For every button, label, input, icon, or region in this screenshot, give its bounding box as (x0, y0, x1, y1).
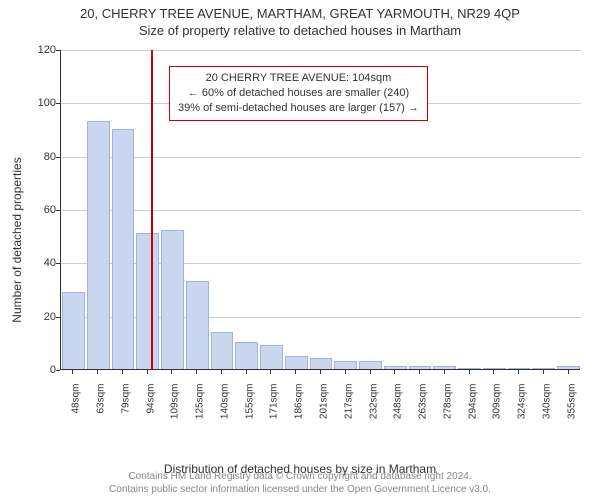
x-tick-mark (493, 370, 494, 374)
y-tick-mark (56, 370, 60, 371)
histogram-bar (359, 361, 382, 369)
annotation-line: 20 CHERRY TREE AVENUE: 104sqm (178, 71, 419, 86)
annotation-line: ← 60% of detached houses are smaller (24… (178, 86, 419, 101)
x-tick-label: 263sqm (418, 384, 429, 420)
x-tick-label: 48sqm (71, 384, 82, 414)
histogram-bar (532, 368, 555, 369)
grid-line (61, 210, 581, 211)
histogram-bar (211, 332, 234, 369)
x-tick-label: 125sqm (195, 384, 206, 420)
x-tick-label: 278sqm (442, 384, 453, 420)
x-tick-mark (171, 370, 172, 374)
histogram-bar (310, 358, 333, 369)
x-tick-label: 186sqm (294, 384, 305, 420)
chart-titles: 20, CHERRY TREE AVENUE, MARTHAM, GREAT Y… (0, 0, 600, 38)
y-axis-label: Number of detached properties (10, 157, 24, 322)
x-tick-mark (370, 370, 371, 374)
x-tick-mark (122, 370, 123, 374)
x-tick-label: 109sqm (170, 384, 181, 420)
x-tick-label: 232sqm (368, 384, 379, 420)
x-tick-mark (295, 370, 296, 374)
footer-line-1: Contains HM Land Registry data © Crown c… (0, 470, 600, 483)
x-tick-label: 155sqm (244, 384, 255, 420)
y-tick-mark (56, 263, 60, 264)
y-tick-label: 40 (6, 257, 56, 269)
x-tick-mark (147, 370, 148, 374)
x-tick-label: 201sqm (319, 384, 330, 420)
x-tick-mark (394, 370, 395, 374)
x-tick-label: 79sqm (120, 384, 131, 414)
x-tick-mark (469, 370, 470, 374)
x-tick-label: 248sqm (393, 384, 404, 420)
histogram-bar (384, 366, 407, 369)
histogram-bar (433, 366, 456, 369)
y-tick-mark (56, 317, 60, 318)
histogram-bar (260, 345, 283, 369)
y-tick-label: 20 (6, 311, 56, 323)
annotation-line: 39% of semi-detached houses are larger (… (178, 101, 419, 116)
x-tick-mark (246, 370, 247, 374)
histogram-bar (483, 368, 506, 369)
histogram-bar (87, 121, 110, 369)
x-tick-mark (419, 370, 420, 374)
y-tick-mark (56, 50, 60, 51)
y-tick-label: 100 (6, 97, 56, 109)
x-tick-label: 171sqm (269, 384, 280, 420)
x-tick-mark (221, 370, 222, 374)
histogram-bar (112, 129, 135, 369)
histogram-bar (285, 356, 308, 369)
histogram-bar (508, 368, 531, 369)
x-tick-mark (270, 370, 271, 374)
histogram-bar (62, 292, 85, 369)
x-tick-mark (444, 370, 445, 374)
x-tick-mark (72, 370, 73, 374)
title-sub: Size of property relative to detached ho… (0, 23, 600, 38)
histogram-bar (136, 233, 159, 369)
x-tick-label: 140sqm (219, 384, 230, 420)
x-tick-label: 217sqm (343, 384, 354, 420)
y-tick-label: 80 (6, 151, 56, 163)
x-tick-mark (568, 370, 569, 374)
y-tick-label: 0 (6, 364, 56, 376)
grid-line (61, 157, 581, 158)
histogram-bar (409, 366, 432, 369)
footer-attribution: Contains HM Land Registry data © Crown c… (0, 470, 600, 496)
x-tick-label: 294sqm (467, 384, 478, 420)
x-tick-label: 309sqm (492, 384, 503, 420)
plot-area: 20 CHERRY TREE AVENUE: 104sqm← 60% of de… (60, 50, 580, 370)
footer-line-2: Contains public sector information licen… (0, 483, 600, 496)
x-tick-label: 94sqm (145, 384, 156, 414)
x-tick-mark (345, 370, 346, 374)
y-tick-label: 120 (6, 44, 56, 56)
y-tick-mark (56, 103, 60, 104)
reference-line (151, 50, 153, 370)
x-tick-label: 63sqm (96, 384, 107, 414)
x-tick-label: 355sqm (566, 384, 577, 420)
x-tick-mark (97, 370, 98, 374)
x-tick-mark (518, 370, 519, 374)
x-tick-label: 324sqm (517, 384, 528, 420)
histogram-bar (458, 368, 481, 369)
x-tick-label: 340sqm (541, 384, 552, 420)
y-tick-mark (56, 210, 60, 211)
x-tick-mark (320, 370, 321, 374)
x-tick-mark (196, 370, 197, 374)
annotation-box: 20 CHERRY TREE AVENUE: 104sqm← 60% of de… (169, 66, 428, 121)
histogram-bar (186, 281, 209, 369)
histogram-bar (557, 366, 580, 369)
grid-line (61, 50, 581, 51)
histogram-bar (235, 342, 258, 369)
chart-area: Number of detached properties 20 CHERRY … (0, 40, 600, 440)
title-main: 20, CHERRY TREE AVENUE, MARTHAM, GREAT Y… (0, 6, 600, 21)
y-tick-label: 60 (6, 204, 56, 216)
histogram-bar (161, 230, 184, 369)
x-tick-mark (543, 370, 544, 374)
histogram-bar (334, 361, 357, 369)
y-tick-mark (56, 157, 60, 158)
